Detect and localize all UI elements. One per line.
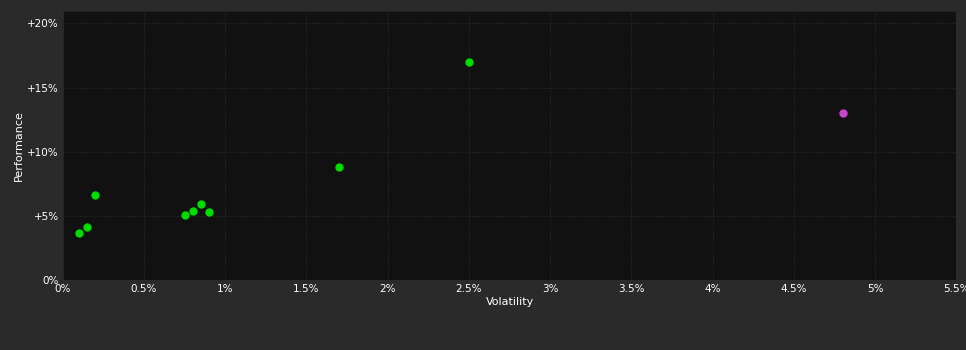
X-axis label: Volatility: Volatility [486, 297, 533, 307]
Point [331, 164, 347, 170]
Point [201, 209, 216, 215]
Point [71, 230, 87, 235]
Y-axis label: Performance: Performance [14, 110, 24, 181]
Point [177, 212, 192, 217]
Point [185, 208, 201, 213]
Point [835, 110, 850, 116]
Point [79, 225, 95, 230]
Point [193, 202, 209, 207]
Point [461, 59, 476, 65]
Point [88, 193, 103, 198]
